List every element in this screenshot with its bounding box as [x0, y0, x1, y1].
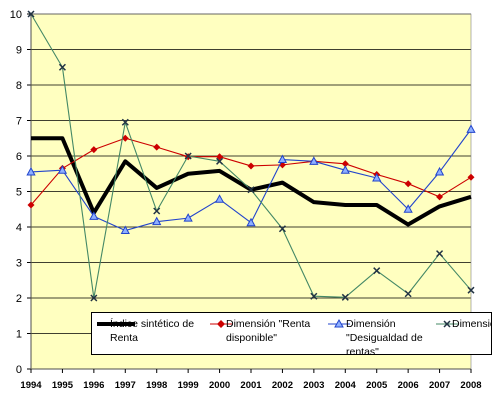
data-point-dimensio-n-renta-disponible [90, 146, 98, 154]
x-tick-label: 2003 [303, 380, 324, 391]
data-point-dimensio-n-pobreza [121, 118, 129, 126]
data-point-dimensio-n-pobreza [436, 250, 444, 258]
data-point-dimensio-n-desigualdad-de-rentas [466, 124, 476, 133]
data-point-dimensio-n-renta-disponible [247, 162, 255, 170]
data-point-dimensio-n-pobreza [216, 157, 224, 165]
data-point-dimensio-n-desigualdad-de-rentas [277, 154, 288, 164]
legend-label-desigualdad: Dimensión "Desigualdad de rentas" [346, 318, 423, 355]
data-point-dimensio-n-renta-disponible [436, 193, 444, 201]
x-tick-label: 1995 [52, 380, 74, 391]
data-point-dimensio-n-renta-disponible [27, 201, 35, 209]
data-point-dimensio-n-desigualdad-de-rentas [372, 172, 382, 182]
data-point-dimensio-n-desigualdad-de-rentas [152, 216, 162, 226]
data-point-dimensio-n-desigualdad-de-rentas [89, 211, 99, 220]
data-point-dimensio-n-pobreza [278, 225, 286, 233]
x-tick-label: 2008 [460, 380, 481, 391]
data-point-dimensio-n-desigualdad-de-rentas [434, 166, 445, 176]
legend-label-indice: Índice sintético de Renta [110, 318, 195, 344]
data-point-dimensio-n-desigualdad-de-rentas [57, 165, 68, 174]
y-tick-label: 7 [16, 116, 22, 128]
data-point-dimensio-n-pobreza [341, 293, 349, 301]
y-tick-label: 10 [10, 9, 22, 21]
data-point-dimensio-n-pobreza [184, 152, 192, 160]
y-tick-label: 4 [16, 222, 22, 234]
x-tick-label: 2007 [429, 380, 450, 391]
data-point-dimensio-n-desigualdad-de-rentas [26, 166, 36, 176]
y-tick-label: 1 [16, 329, 22, 341]
data-point-dimensio-n-desigualdad-de-rentas [403, 204, 413, 213]
x-tick-label: 2006 [398, 380, 419, 391]
data-point-dimensio-n-renta-disponible [153, 143, 161, 151]
data-point-dimensio-n-pobreza [58, 63, 66, 71]
y-tick-label: 6 [16, 151, 22, 163]
y-tick-label: 5 [16, 187, 22, 199]
data-point-dimensio-n-pobreza [404, 290, 412, 298]
chart-legend: Índice sintético de Renta Dimensión "Ren… [91, 312, 492, 355]
data-point-dimensio-n-renta-disponible [467, 173, 475, 181]
legend-label-pobreza: Dimensión "Pobreza" [452, 318, 491, 330]
data-point-dimensio-n-renta-disponible [341, 160, 349, 168]
x-tick-label: 2001 [240, 380, 262, 391]
y-tick-label: 8 [16, 80, 22, 92]
data-point-dimensio-n-pobreza [247, 186, 255, 194]
data-point-dimensio-n-desigualdad-de-rentas [309, 156, 319, 165]
legend-swatch-pobreza [436, 320, 458, 328]
data-point-dimensio-n-pobreza [90, 294, 98, 302]
data-point-dimensio-n-renta-disponible [216, 153, 224, 161]
legend-swatch-renta [210, 320, 232, 328]
x-tick-label: 2002 [272, 380, 293, 391]
x-tick-label: 1996 [83, 380, 104, 391]
x-tick-label: 1997 [115, 380, 136, 391]
data-point-dimensio-n-pobreza [467, 286, 475, 294]
data-point-dimensio-n-desigualdad-de-rentas [214, 194, 225, 203]
x-tick-label: 1999 [178, 380, 199, 391]
x-tick-label: 1994 [20, 380, 42, 391]
y-tick-label: 0 [16, 364, 22, 376]
x-tick-label: 1998 [146, 380, 167, 391]
x-tick-label: 2000 [209, 380, 230, 391]
y-tick-label: 3 [16, 258, 22, 270]
data-point-dimensio-n-desigualdad-de-rentas [183, 213, 193, 222]
data-point-dimensio-n-pobreza [153, 207, 161, 215]
data-point-dimensio-n-pobreza [27, 10, 35, 18]
legend-swatch-desigualdad [328, 318, 350, 328]
data-point-dimensio-n-pobreza [310, 292, 318, 300]
legend-label-renta: Dimensión "Renta disponible" [226, 318, 311, 344]
data-point-dimensio-n-desigualdad-de-rentas [246, 217, 256, 227]
legend-swatch-indice [97, 322, 135, 326]
data-point-dimensio-n-pobreza [373, 267, 381, 275]
data-point-dimensio-n-desigualdad-de-rentas [340, 165, 350, 174]
y-tick-label: 2 [16, 293, 22, 305]
x-tick-label: 2005 [366, 380, 388, 391]
x-tick-label: 2004 [335, 380, 357, 391]
data-point-dimensio-n-renta-disponible [121, 134, 129, 142]
data-point-dimensio-n-renta-disponible [404, 180, 412, 188]
y-tick-label: 9 [16, 45, 22, 57]
data-point-dimensio-n-desigualdad-de-rentas [120, 225, 130, 235]
